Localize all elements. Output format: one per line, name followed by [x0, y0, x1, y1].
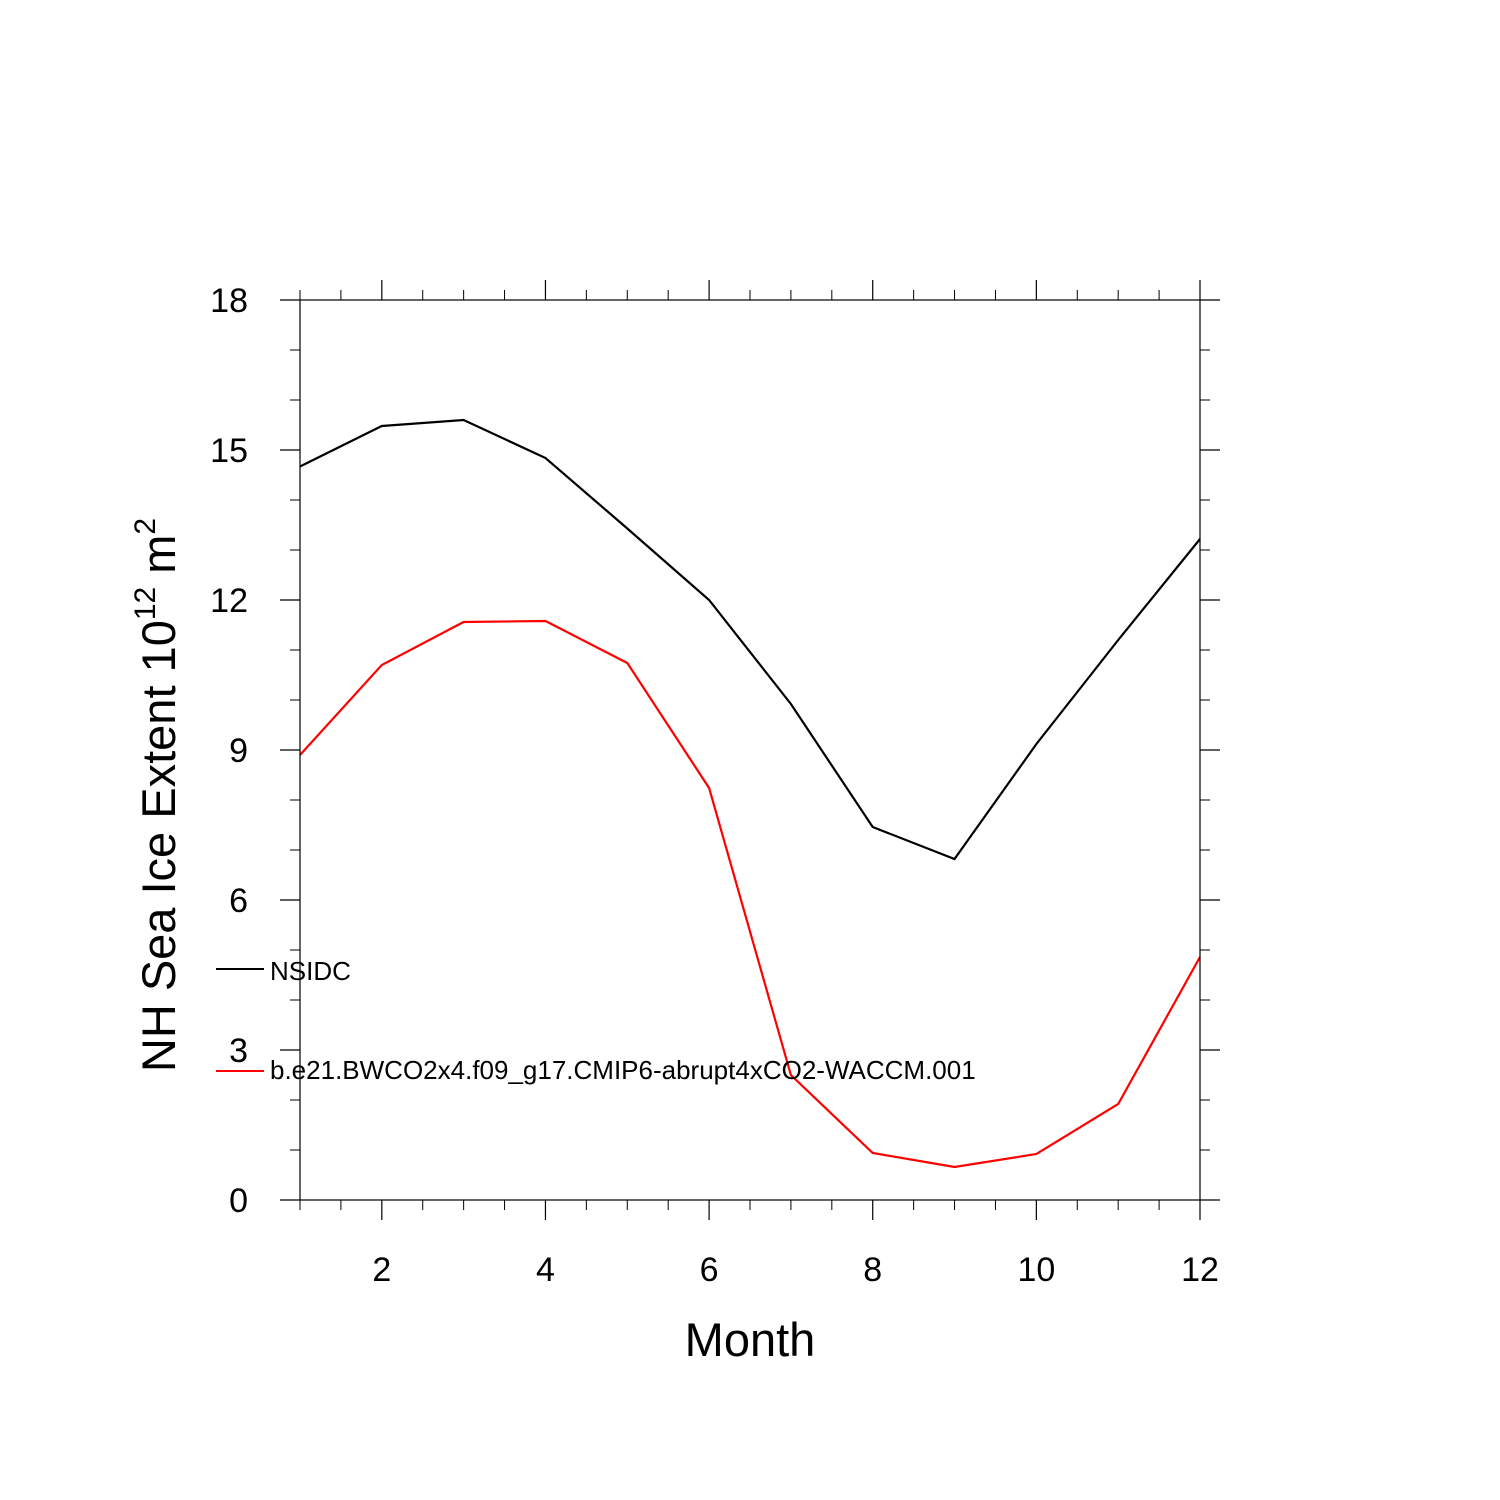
tick-labels: 2 4 6 8 10 12 0 3 6 9 12 15 18 [210, 282, 1219, 1289]
legend-label-nsidc: NSIDC [270, 956, 351, 986]
legend-label-model: b.e21.BWCO2x4.f09_g17.CMIP6-abrupt4xCO2-… [270, 1055, 976, 1085]
series-lines [299, 418, 1201, 1169]
y-axis-title-unit-exponent: 2 [129, 518, 162, 535]
y-tick-label: 12 [210, 582, 248, 620]
x-tick-label: 4 [536, 1251, 555, 1289]
legend: NSIDC b.e21.BWCO2x4.f09_g17.CMIP6-abrupt… [216, 956, 976, 1085]
y-tick-label: 15 [210, 432, 248, 470]
x-tick-label: 10 [1017, 1251, 1055, 1289]
plot-frame [299, 299, 1201, 1201]
series-line-0 [299, 418, 1201, 861]
minor-ticks [290, 290, 1210, 1210]
y-axis-title-main: NH Sea Ice Extent 10 [132, 620, 185, 1072]
y-tick-label: 3 [229, 1032, 248, 1070]
y-axis-title-unit: m [132, 535, 185, 587]
y-axis-title: NH Sea Ice Extent 1012 m2 [129, 518, 185, 1072]
x-axis-title: Month [685, 1313, 816, 1366]
y-tick-label: 18 [210, 282, 248, 320]
x-tick-label: 6 [700, 1251, 719, 1289]
y-tick-label: 6 [229, 882, 248, 920]
y-axis-title-exponent: 12 [129, 587, 162, 620]
x-tick-label: 8 [863, 1251, 882, 1289]
y-tick-label: 0 [229, 1182, 248, 1220]
y-tick-label: 9 [229, 732, 248, 770]
x-tick-label: 12 [1181, 1251, 1219, 1289]
series-line-1 [299, 619, 1201, 1169]
major-ticks [280, 280, 1220, 1220]
x-tick-label: 2 [372, 1251, 391, 1289]
